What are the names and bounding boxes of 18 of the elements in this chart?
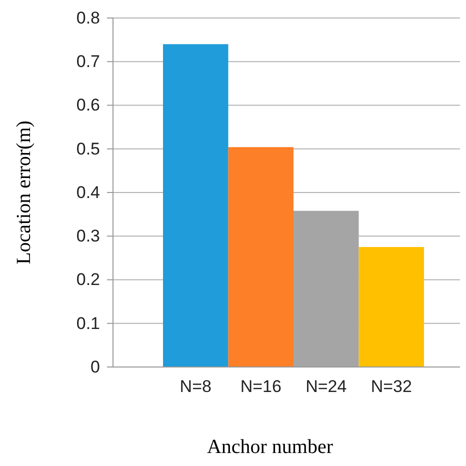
y-axis-title: Location error(m) xyxy=(13,120,35,264)
x-tick-label: N=8 xyxy=(180,377,212,396)
y-tick-label: 0.8 xyxy=(76,8,100,28)
y-tick-label: 0.7 xyxy=(76,52,100,72)
y-tick-label: 0 xyxy=(90,357,100,376)
y-tick-label: 0.4 xyxy=(76,182,100,202)
y-tick-label: 0.1 xyxy=(76,314,100,333)
x-tick-label: N=32 xyxy=(370,377,412,396)
y-tick-label: 0.5 xyxy=(76,139,100,158)
bar xyxy=(163,44,228,367)
x-tick-label: N=16 xyxy=(240,377,282,396)
y-tick-label: 0.6 xyxy=(76,96,100,115)
x-axis-title: Anchor number xyxy=(206,436,334,458)
x-tick-label: N=24 xyxy=(306,377,347,396)
y-tick-label: 0.3 xyxy=(76,226,100,246)
y-tick-label: 0.2 xyxy=(76,270,100,290)
bar xyxy=(228,147,294,367)
bar xyxy=(358,247,424,367)
